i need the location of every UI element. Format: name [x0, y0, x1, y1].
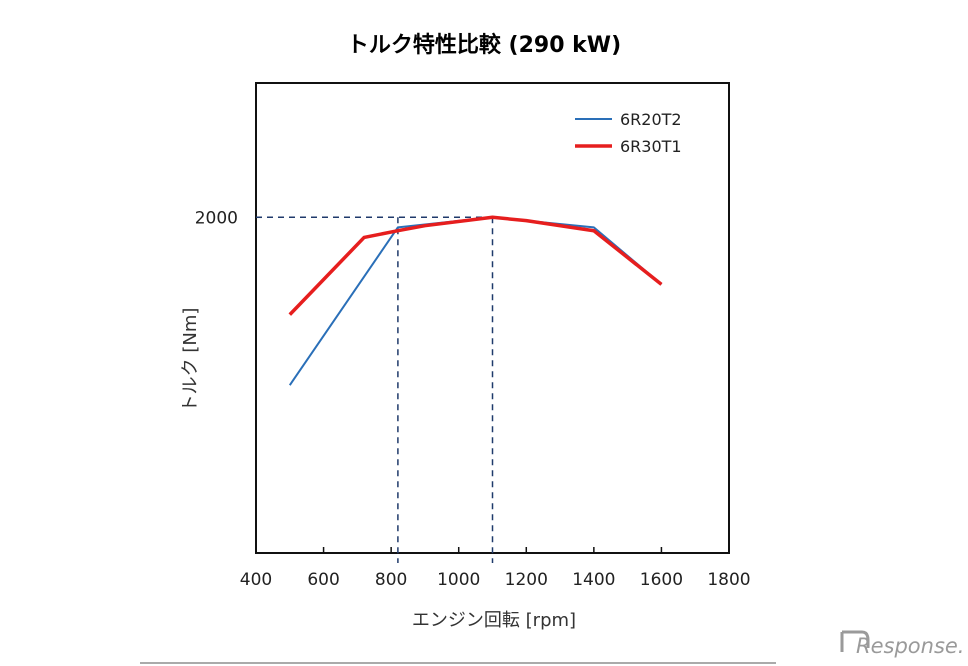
response-logo: Response. [840, 630, 964, 658]
watermark-text: Response. [856, 634, 964, 658]
series-line-6r30t1 [288, 215, 663, 316]
y-tick-label: 2000 [195, 208, 238, 228]
x-tick-label: 1800 [707, 570, 750, 590]
series-line-6r20t2 [288, 216, 663, 386]
x-tick-label: 800 [375, 570, 407, 590]
legend-label-6r30t1: 6R30T1 [620, 137, 682, 156]
x-axis-label: エンジン回転 [rpm] [412, 610, 576, 631]
x-tick-label: 1000 [437, 570, 480, 590]
x-tick-label: 1200 [505, 570, 548, 590]
response-logo-mark [840, 630, 870, 652]
chart-title: トルク特性比較 (290 kW) [347, 32, 621, 58]
x-tick-label: 600 [307, 570, 339, 590]
x-tick-label: 1600 [640, 570, 683, 590]
legend-label-6r20t2: 6R20T2 [620, 110, 682, 129]
x-tick-label: 400 [240, 570, 272, 590]
y-axis-label: トルク [Nm] [180, 308, 201, 413]
x-tick-label: 1400 [572, 570, 615, 590]
